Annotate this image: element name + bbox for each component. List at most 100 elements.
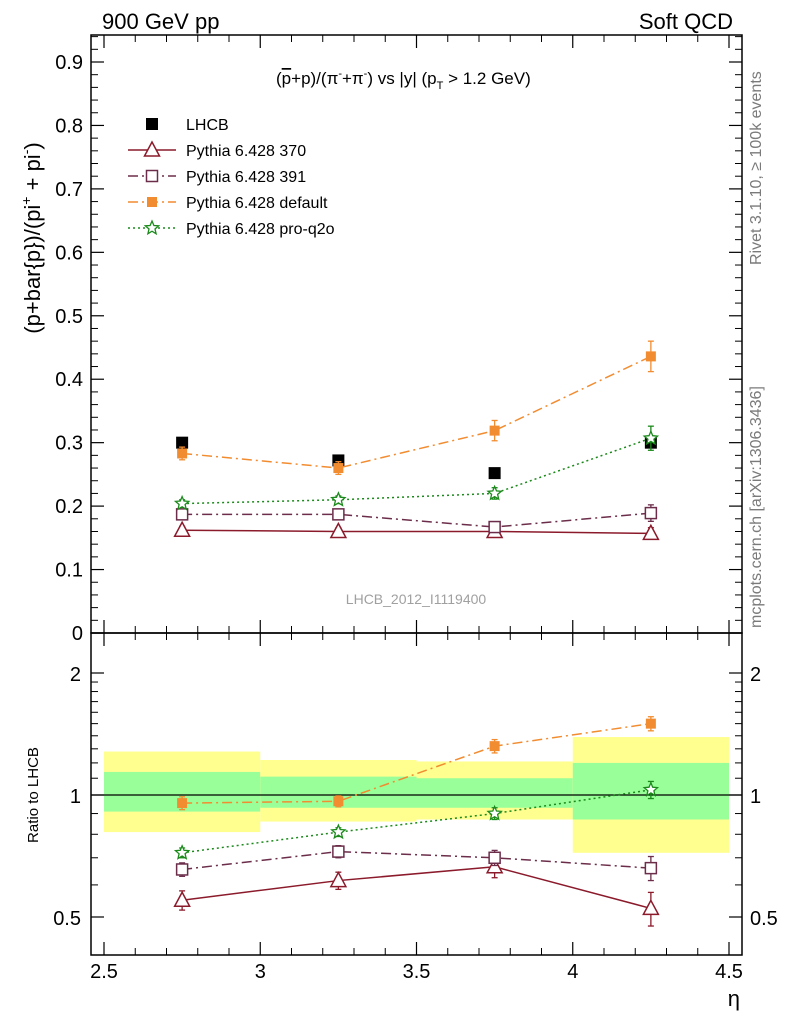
legend-label: LHCB [186,117,229,134]
x-axis-label: η [728,986,740,1011]
legend-label: Pythia 6.428 pro-q2o [186,221,335,238]
legend-label: Pythia 6.428 391 [186,169,306,186]
main-series-line [182,355,652,469]
ratio-data-point [332,845,345,858]
header-right-label: Soft QCD [639,9,733,34]
analysis-watermark: LHCB_2012_I1119400 [346,591,487,607]
main-data-point [332,508,345,521]
title-part-c: +π [342,69,364,88]
x-tick-label: 3 [255,961,266,983]
legend: LHCB Pythia 6.428 370 Pythia 6.428 391 Pyth… [128,117,335,238]
ratio-series-line [182,722,651,804]
legend-entry-3: Pythia 6.428 default [128,195,328,212]
main-y-tick-label: 0.9 [55,52,83,74]
legend-entry-2: Pythia 6.428 391 [128,169,306,186]
legend-marker [147,197,157,207]
legend-marker [146,118,158,130]
title-part-e: > 1.2 GeV) [443,69,530,88]
ratio-series-2 [177,716,656,811]
title-part-d: ) vs |y| (p [367,69,436,88]
main-data-point [642,429,660,446]
main-y-tick-label: 0.7 [55,179,83,201]
stat-uncertainty-band-2 [416,778,573,808]
ratio-data-point [177,798,188,809]
main-data-point [488,467,501,480]
main-series-0 [176,436,657,480]
legend-entry-4: Pythia 6.428 pro-q2o [128,219,335,238]
ylabel-mid: + pi [20,154,45,196]
main-data-point [173,520,191,537]
main-series-4 [173,425,660,511]
ratio-data-point [642,781,660,797]
ratio-series-3 [173,780,660,860]
main-y-axis-label: (p+bar{p})/(pi+ + pi-) [18,142,45,333]
legend-marker [143,219,161,236]
title-part-sup2: - [364,68,368,80]
main-data-point [173,494,191,511]
ratio-y-tick-label-right: 1 [750,786,761,808]
ratio-y-tick-label-right: 2 [750,664,761,686]
ratio-y-tick-label-left: 0.5 [53,908,81,930]
ratio-series-1 [175,844,658,882]
ratio-data-point [329,870,348,888]
main-data-point [177,448,188,459]
main-data-point [642,523,660,541]
main-data-point [333,463,344,474]
ratio-y-tick-label-left: 1 [70,786,81,808]
x-tick-label: 4.5 [715,961,743,983]
title-part-sup1: - [338,68,342,80]
ylabel-sup1: + [18,196,34,204]
main-series-3 [177,340,656,476]
axis-ticks: 0 0.1 0.2 0.3 0.4 0.5 0.6 0.7 0.8 0.9 2.5 3 3.5 4 4.5 0… [53,35,778,983]
ratio-data-point [173,844,191,860]
main-data-point [486,484,503,501]
main-data-point [176,436,189,449]
main-series-line [182,512,651,528]
title-part-sub: T [437,80,444,92]
main-y-tick-label: 0.3 [55,433,83,455]
main-y-tick-label: 0 [72,623,83,645]
legend-entry-0: LHCB [146,117,229,134]
ratio-data-point [488,851,501,865]
ratio-data-point [333,796,344,807]
plot-title: (p+p)/(π-+π-) vs |y| (pT > 1.2 GeV) [276,68,531,92]
legend-marker [145,169,159,183]
main-data-point [489,425,500,436]
ratio-series-line [182,866,652,910]
main-y-tick-label: 0.2 [55,496,83,518]
ratio-y-tick-label-right: 0.5 [750,908,778,930]
ratio-y-tick-label-left: 2 [70,664,81,686]
rivet-label: Rivet 3.1.10, ≥ 100k events [748,71,765,265]
ratio-series-line [182,850,651,871]
main-data-point [329,521,348,539]
x-tick-label: 3.5 [403,961,431,983]
ratio-data-point [330,823,347,840]
header-left-label: 900 GeV pp [102,9,219,34]
main-data-point [488,520,501,534]
legend-label: Pythia 6.428 370 [186,143,306,160]
data-series [173,340,660,927]
main-series-line [182,529,651,535]
ylabel-main: (p+bar{p})/(pi [20,205,45,334]
ylabel-sup2: - [18,149,34,154]
main-data-point [645,351,656,362]
ratio-series-0 [173,855,660,927]
title-part-a: ( [276,69,282,88]
ratio-y-axis-label: Ratio to LHCB [25,747,42,843]
main-y-tick-label: 0.8 [55,115,83,137]
legend-label: Pythia 6.428 default [186,195,328,212]
ratio-data-point [173,890,191,907]
ratio-data-point [489,741,500,752]
ratio-series-line [182,789,651,854]
ratio-data-point [486,804,503,821]
main-series-line [182,437,652,505]
main-data-point [330,491,347,507]
legend-entry-1: Pythia 6.428 370 [128,140,306,160]
main-y-tick-label: 0.1 [55,560,83,582]
title-part-pbar: p [282,69,291,88]
mcplots-label: mcplots.cern.ch [arXiv:1306.3436] [748,386,765,628]
ratio-data-point [645,718,656,729]
main-y-tick-label: 0.4 [55,369,83,391]
main-data-point [175,508,189,521]
